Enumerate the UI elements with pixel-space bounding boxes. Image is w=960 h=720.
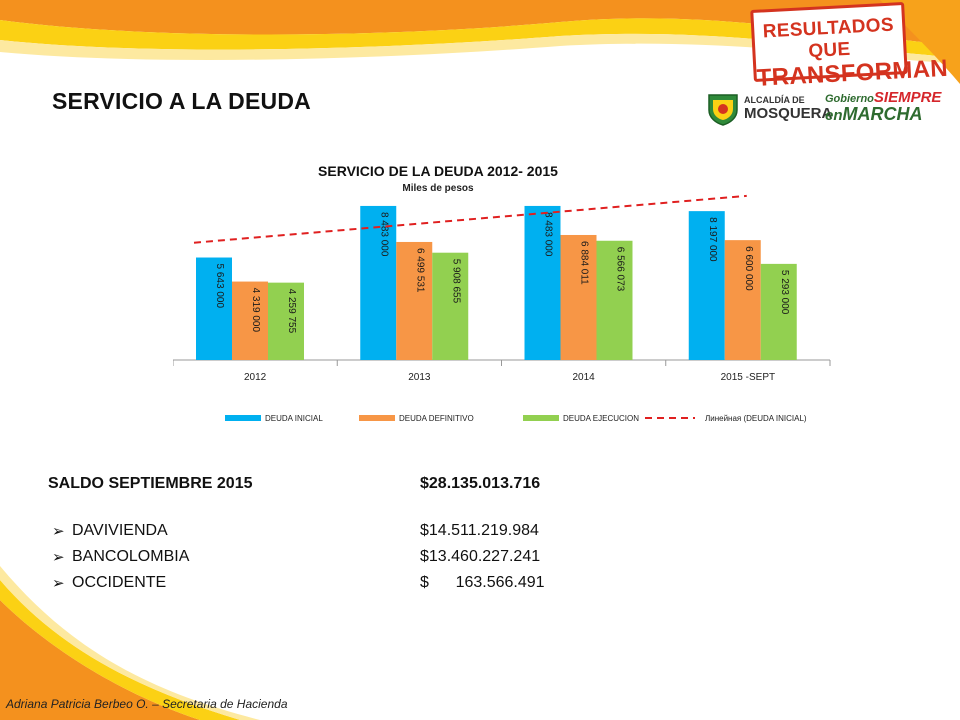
gobierno-word4: MARCHA — [842, 104, 923, 124]
bar-deuda-definitivo — [396, 241, 433, 360]
alcaldia-small: ALCALDÍA DE — [744, 95, 805, 105]
data-label: 8 483 000 — [378, 212, 389, 257]
right-orange-corner — [880, 0, 960, 84]
arrow-bullet-icon: ➢ — [52, 549, 65, 566]
bar-deuda-ejecucion — [596, 240, 633, 360]
top-orange-swoosh — [0, 0, 960, 46]
alcaldia-logo: ALCALDÍA DE MOSQUERA — [744, 95, 833, 122]
gobierno-logo: GobiernoSIEMPRE enMARCHA — [825, 90, 941, 124]
legend-label: Линейная (DEUDA INICIAL) — [705, 414, 807, 423]
data-label: 5 643 000 — [214, 264, 225, 309]
data-label: 4 319 000 — [250, 288, 261, 333]
legend-label: DEUDA EJECUCION — [563, 414, 639, 423]
arrow-bullet-icon: ➢ — [52, 575, 65, 592]
data-label: 5 908 655 — [450, 259, 461, 304]
bottom-left-orange — [0, 600, 200, 720]
data-label: 6 566 073 — [615, 247, 626, 292]
data-label: 6 600 000 — [743, 246, 754, 291]
bar-deuda-inicial — [360, 205, 397, 360]
data-label: 5 293 000 — [779, 270, 790, 315]
bar-deuda-inicial — [196, 257, 232, 360]
chart-legend: DEUDA INICIAL DEUDA DEFINITIVO DEUDA EJECU… — [225, 414, 807, 423]
data-label: 8 483 000 — [543, 212, 554, 257]
bank-value: $14.511.219.984 — [420, 522, 539, 539]
x-tick-label: 2015 -SEPT — [721, 372, 775, 383]
bank-value: $13.460.227.241 — [420, 548, 541, 565]
alcaldia-name: MOSQUERA — [744, 105, 833, 122]
x-tick-label: 2014 — [573, 372, 596, 383]
top-light-band — [0, 33, 960, 64]
bank-value: $ 163.566.491 — [420, 574, 545, 591]
bar-deuda-definitivo — [724, 240, 761, 360]
bar-deuda-ejecucion — [760, 263, 797, 360]
bank-name: BANCOLOMBIA — [72, 548, 190, 565]
bar-deuda-ejecucion — [432, 252, 469, 360]
data-label: 6 884 011 — [579, 241, 590, 285]
footer-credit: Adriana Patricia Berbeo O. – Secretaria … — [6, 697, 288, 711]
arrow-bullet-icon: ➢ — [52, 523, 65, 540]
chart-subtitle: Miles de pesos — [402, 183, 474, 194]
x-tick-label: 2013 — [408, 372, 431, 383]
legend-label: DEUDA INICIAL — [265, 414, 323, 423]
bar-deuda-inicial — [524, 205, 561, 360]
data-label: 4 259 755 — [286, 289, 297, 334]
gobierno-word3: en — [825, 107, 843, 124]
bar-deuda-inicial — [688, 211, 725, 360]
x-tick-label: 2012 — [244, 372, 267, 383]
bank-name: OCCIDENTE — [72, 574, 167, 591]
data-label: 6 499 531 — [414, 248, 425, 293]
results-badge: RESULTADOS QUE TRANSFORMAN — [750, 2, 949, 92]
shield-icon — [708, 94, 738, 126]
balance-label: SALDO SEPTIEMBRE 2015 — [48, 475, 253, 492]
plot-area: 5 643 000 4 319 000 4 259 755 2012 8 483 000… — [173, 194, 831, 383]
legend-swatch — [225, 415, 261, 421]
gobierno-word1: Gobierno — [825, 93, 874, 105]
chart-title: SERVICIO DE LA DEUDA 2012- 2015 — [318, 163, 558, 179]
data-label: 8 197 000 — [707, 217, 718, 262]
legend-swatch — [359, 415, 395, 421]
trendline — [193, 194, 747, 244]
balance-value: $28.135.013.716 — [420, 475, 541, 492]
bank-name: DAVIVIENDA — [72, 522, 168, 539]
legend-label: DEUDA DEFINITIVO — [399, 414, 474, 423]
bar-deuda-definitivo — [560, 234, 597, 360]
bar-deuda-definitivo — [232, 281, 268, 360]
bar-deuda-ejecucion — [268, 282, 304, 360]
top-yellow-swoosh — [0, 18, 960, 58]
gobierno-word2: SIEMPRE — [873, 89, 942, 106]
debt-chart: SERVICIO DE LA DEUDA 2012- 2015 Miles de… — [173, 163, 831, 423]
page-title: SERVICIO A LA DEUDA — [52, 88, 311, 114]
legend-swatch — [523, 415, 559, 421]
